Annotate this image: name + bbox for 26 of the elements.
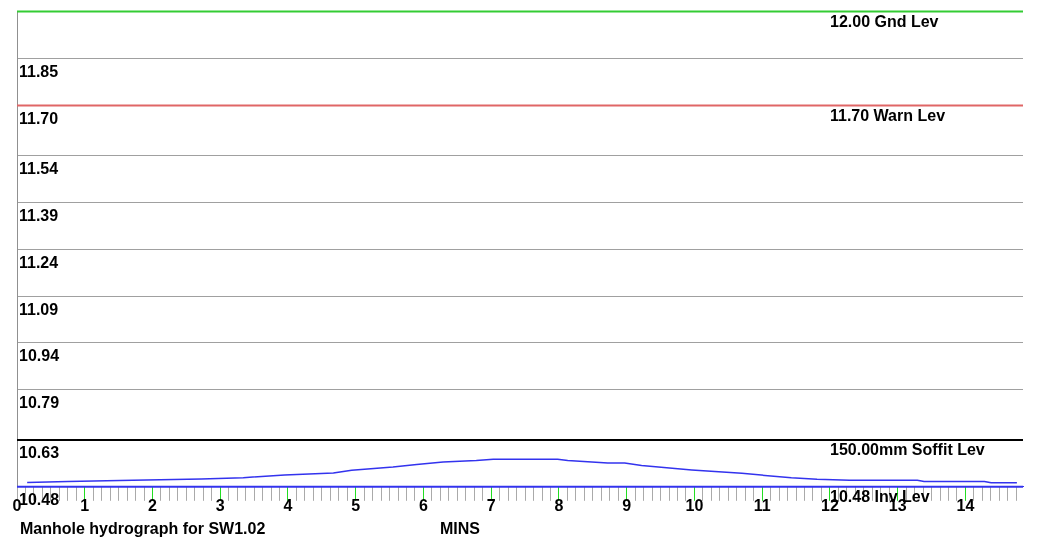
- text: Manhole hydrograph for SW1.02: [20, 520, 266, 537]
- y-tick-label: 11.85: [19, 62, 59, 80]
- ref-line-label: 11.70 Warn Lev: [830, 106, 946, 124]
- y-tick-label: 11.24: [19, 253, 59, 271]
- x-tick-label: 2: [148, 496, 158, 514]
- x-tick-label: 9: [622, 496, 632, 514]
- x-tick-label: 7: [486, 496, 496, 514]
- y-tick-label: 11.39: [19, 206, 59, 224]
- x-tick-label: 1: [80, 496, 90, 514]
- y-tick-label: 11.54: [19, 159, 59, 177]
- x-tick-label: 11: [753, 496, 771, 514]
- y-tick-label: 10.94: [19, 347, 60, 365]
- x-tick-label: 8: [554, 496, 564, 514]
- x-tick-label: 4: [283, 496, 293, 514]
- x-tick-label: 6: [419, 496, 429, 514]
- x-tick-label: 5: [351, 496, 361, 514]
- x-axis-title: MINS: [440, 520, 481, 537]
- y-tick-label: 10.79: [19, 394, 60, 412]
- x-tick-label: 14: [956, 496, 975, 514]
- x-tick-label: 3: [215, 496, 225, 514]
- ref-line-label: 150.00mm Soffit Lev: [830, 441, 985, 459]
- y-tick-label: 10.63: [19, 444, 60, 462]
- y-tick-label: 11.70: [19, 109, 59, 127]
- ref-line-label: 12.00 Gnd Lev: [830, 13, 939, 31]
- x-tick-label: 10: [685, 496, 704, 514]
- y-tick-label: 11.09: [19, 300, 59, 318]
